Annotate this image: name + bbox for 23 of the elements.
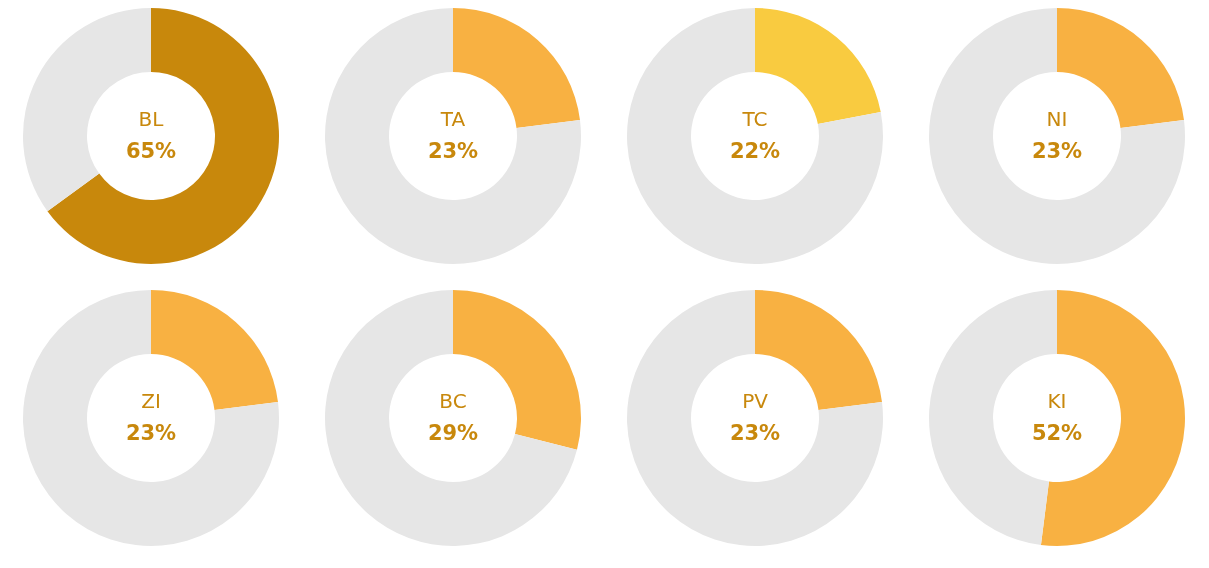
text: TC	[741, 107, 768, 131]
text: 23%	[729, 421, 781, 445]
text: 65%	[125, 139, 177, 163]
text: NI	[1046, 107, 1068, 131]
donut-slice	[627, 290, 883, 546]
text: 23%	[1031, 139, 1083, 163]
text: 23%	[427, 139, 479, 163]
text: 22%	[729, 139, 781, 163]
donut-slice	[47, 8, 279, 264]
text: 23%	[125, 421, 177, 445]
donut-slice	[325, 290, 577, 546]
text: 29%	[427, 421, 479, 445]
text: BC	[439, 389, 467, 413]
text: BL	[138, 107, 165, 131]
donut-slice	[929, 8, 1185, 264]
donut-slice	[325, 8, 581, 264]
text: PV	[742, 389, 769, 413]
text: KI	[1047, 389, 1067, 413]
donut-slice	[627, 8, 883, 264]
donut-slice	[23, 290, 279, 546]
text: ZI	[141, 389, 161, 413]
text: TA	[439, 107, 466, 131]
text: 52%	[1031, 421, 1083, 445]
